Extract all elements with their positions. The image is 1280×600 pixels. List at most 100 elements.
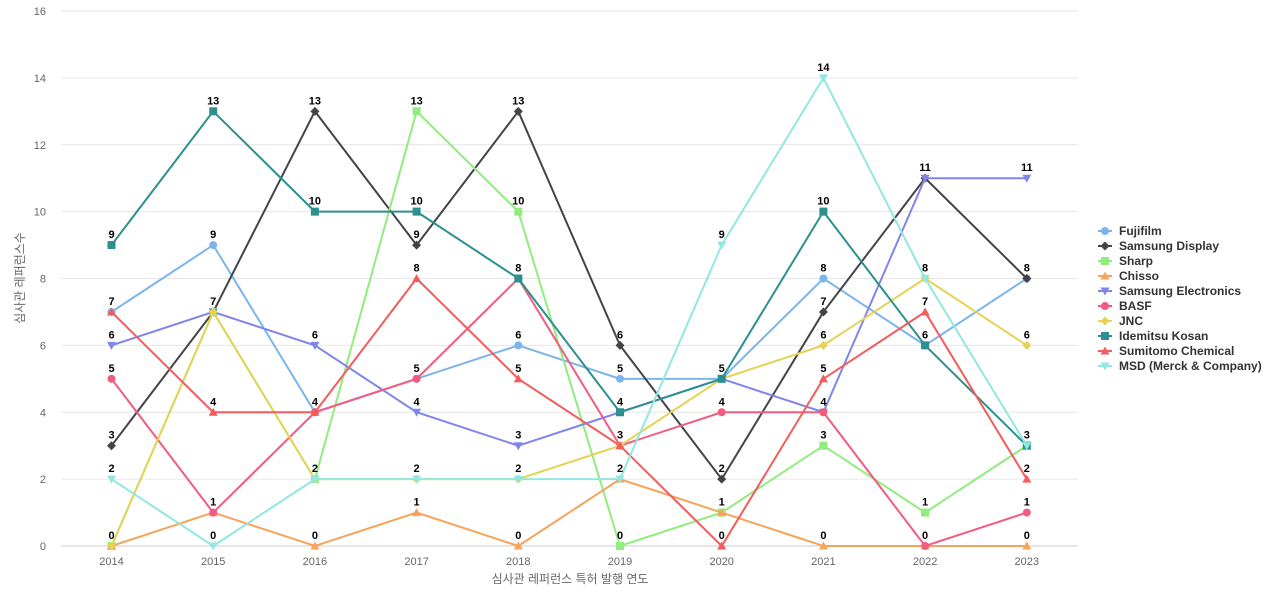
data-point-jnc [818, 340, 828, 350]
data-point-msd-merck-company [717, 241, 727, 250]
data-label: 6 [617, 329, 623, 341]
data-label: 1 [719, 497, 725, 509]
legend-label: Samsung Display [1119, 239, 1219, 253]
data-label: 5 [108, 363, 114, 375]
legend-label: MSD (Merck & Company) [1119, 359, 1262, 373]
data-label: 3 [1024, 430, 1030, 442]
data-point-msd-merck-company [208, 542, 218, 551]
legend-label: JNC [1119, 314, 1143, 328]
data-label: 10 [309, 196, 321, 208]
data-point-idemitsu-kosan [921, 341, 930, 350]
data-label: 6 [922, 329, 928, 341]
data-point-basf [819, 408, 828, 417]
legend-marker [1100, 271, 1110, 280]
series-line-msd-merck-company [110, 75, 1028, 548]
legend-label: Samsung Electronics [1119, 284, 1241, 298]
series-line-chisso [111, 478, 1027, 548]
data-label: 0 [1024, 530, 1030, 542]
legend-marker [1101, 257, 1109, 265]
y-tick-label: 8 [40, 274, 46, 286]
series-line-sumitomo-chemical [110, 276, 1028, 548]
data-point-samsung-electronics [412, 408, 422, 417]
data-label: 0 [820, 530, 826, 542]
data-label-layer: 9765320139741013106420131098542113108653… [108, 62, 1032, 542]
data-point-jnc [1022, 340, 1032, 350]
data-point-msd-merck-company [818, 74, 828, 83]
data-label: 13 [207, 95, 219, 107]
data-point-fujifilm [514, 341, 523, 350]
legend-label: Fujifilm [1119, 224, 1162, 238]
data-point-chisso [818, 541, 828, 550]
data-label: 6 [312, 329, 318, 341]
legend-marker [1100, 316, 1110, 326]
data-label: 6 [820, 329, 826, 341]
data-point-msd-merck-company [107, 475, 116, 484]
data-point-sumitomo-chemical [1022, 474, 1032, 483]
series-line-jnc [110, 277, 1028, 547]
data-label: 0 [922, 530, 928, 542]
data-point-chisso [1022, 541, 1032, 550]
data-point-samsung-display [412, 240, 422, 250]
data-point-msd-merck-company [310, 475, 320, 484]
legend-marker [1101, 332, 1109, 340]
data-label: 5 [820, 363, 826, 375]
data-point-samsung-display [615, 340, 625, 350]
data-label: 1 [210, 497, 216, 509]
data-point-sharp [819, 441, 828, 450]
data-label: 6 [108, 329, 114, 341]
data-label: 2 [1024, 463, 1030, 475]
legend-marker [1100, 241, 1110, 251]
y-tick-label: 16 [34, 6, 46, 18]
data-point-samsung-display [107, 441, 116, 451]
data-label: 8 [1024, 263, 1030, 275]
series-line-samsung-electronics [111, 177, 1027, 447]
x-tick-label: 2023 [1015, 556, 1039, 568]
data-label: 6 [1024, 329, 1030, 341]
data-label: 2 [108, 463, 114, 475]
data-label: 11 [919, 162, 931, 174]
data-point-samsung-electronics [107, 341, 116, 350]
data-label: 5 [719, 363, 725, 375]
y-tick-label: 4 [40, 407, 46, 419]
legend-item: Sumitomo Chemical [1098, 344, 1234, 358]
data-point-samsung-electronics [920, 174, 930, 183]
data-label: 10 [817, 196, 829, 208]
data-point-idemitsu-kosan [819, 207, 828, 216]
legend-label: BASF [1119, 299, 1152, 313]
data-point-fujifilm [819, 274, 828, 283]
data-point-chisso [310, 541, 320, 550]
data-point-sumitomo-chemical [920, 307, 930, 316]
legend-item: Samsung Electronics [1098, 284, 1241, 298]
data-point-sharp [412, 107, 421, 116]
data-point-fujifilm [209, 241, 218, 250]
data-label: 2 [515, 463, 521, 475]
data-point-idemitsu-kosan [616, 408, 624, 417]
data-point-basf [107, 374, 116, 383]
x-tick-label: 2015 [201, 556, 225, 568]
data-label: 4 [210, 396, 217, 408]
legend-label: Chisso [1119, 269, 1159, 283]
data-point-sumitomo-chemical [208, 407, 218, 416]
data-point-samsung-display [310, 106, 320, 116]
data-label: 4 [617, 396, 624, 408]
data-point-sumitomo-chemical [717, 541, 727, 550]
legend-label: Idemitsu Kosan [1119, 329, 1208, 343]
data-label: 4 [719, 396, 726, 408]
data-point-basf [717, 408, 726, 417]
series-line-fujifilm [110, 243, 1028, 414]
data-label: 3 [515, 430, 521, 442]
series-line-idemitsu-kosan [110, 109, 1028, 447]
series-line-samsung-display [110, 109, 1028, 481]
data-label: 8 [414, 263, 420, 275]
data-point-sumitomo-chemical [310, 407, 320, 416]
data-label: 2 [617, 463, 623, 475]
y-axis-title: 심사관 레퍼런스수 [13, 232, 27, 324]
legend-item: Idemitsu Kosan [1098, 329, 1208, 343]
data-point-chisso [412, 508, 422, 517]
data-label: 3 [108, 430, 114, 442]
data-label: 9 [719, 229, 725, 241]
y-tick-label: 6 [40, 340, 46, 352]
data-point-sumitomo-chemical [107, 307, 116, 316]
